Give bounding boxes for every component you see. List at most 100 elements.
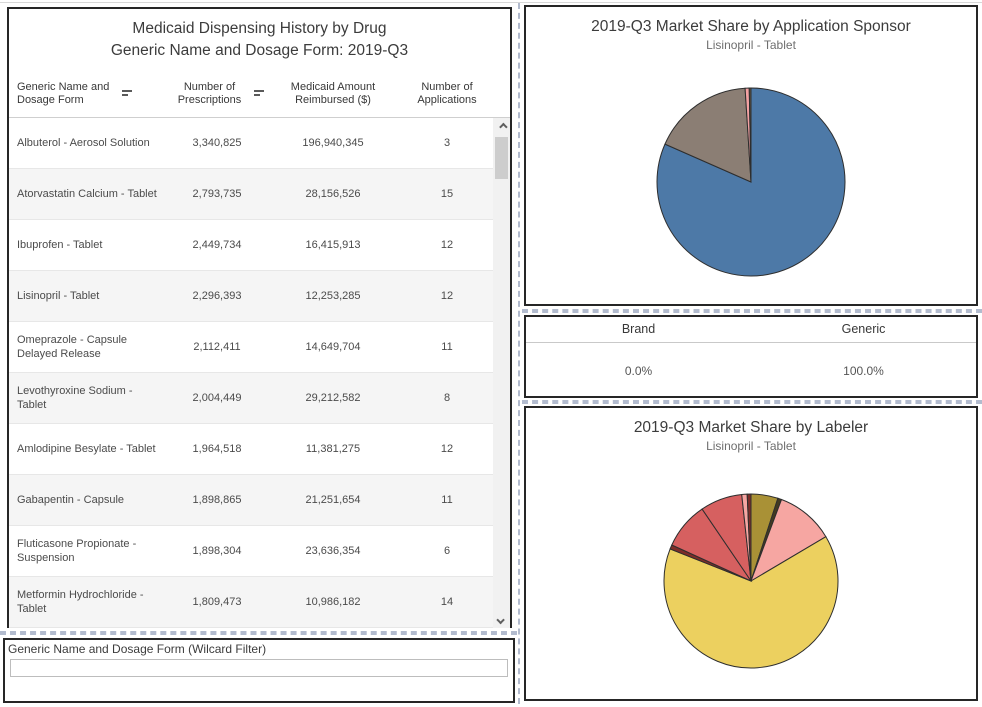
table-title-line1: Medicaid Dispensing History by Drug bbox=[132, 20, 387, 37]
dashboard-top-border bbox=[0, 2, 982, 3]
table-row[interactable]: Amlodipine Besylate - Tablet 1,964,518 11,… bbox=[9, 424, 493, 475]
dispensing-history-panel: Medicaid Dispensing History by Drug Gene… bbox=[7, 7, 512, 628]
table-row[interactable]: Albuterol - Aerosol Solution 3,340,825 196… bbox=[9, 118, 493, 169]
table-cell: 10,986,182 bbox=[305, 596, 361, 608]
sponsor-pie-chart bbox=[656, 87, 846, 277]
table-row[interactable]: Gabapentin - Capsule 1,898,865 21,251,654 1… bbox=[9, 475, 493, 526]
table-cell: 2,449,734 bbox=[192, 239, 242, 251]
pie-slice[interactable] bbox=[656, 87, 846, 277]
scroll-up-button[interactable] bbox=[493, 118, 510, 135]
table-body: Albuterol - Aerosol Solution 3,340,825 196… bbox=[9, 118, 493, 628]
generic-value[interactable]: 100.0% bbox=[843, 364, 884, 378]
table-row[interactable]: Metformin Hydrochloride - Tablet 1,809,47… bbox=[9, 577, 493, 628]
column-header-label: Number of Prescriptions bbox=[177, 80, 242, 106]
chevron-down-icon bbox=[495, 615, 505, 624]
generic-header: Generic bbox=[841, 322, 886, 336]
table-cell: 3 bbox=[443, 137, 451, 149]
table-row[interactable]: Levothyroxine Sodium - Tablet 2,004,449 29… bbox=[9, 373, 493, 424]
table-cell: 11 bbox=[441, 341, 453, 353]
labeler-pie-panel: 2019-Q3 Market Share by Labeler Lisinopr… bbox=[524, 406, 978, 701]
table-cell: 11 bbox=[441, 494, 453, 506]
table-row[interactable]: Fluticasone Propionate - Suspension 1,898… bbox=[9, 526, 493, 577]
vertical-dashed-divider bbox=[518, 3, 520, 704]
table-cell: 1,898,865 bbox=[192, 494, 242, 506]
table-cell: Ibuprofen - Tablet bbox=[17, 239, 103, 251]
labeler-pie-wrap bbox=[526, 481, 976, 681]
table-cell: Lisinopril - Tablet bbox=[17, 290, 100, 302]
column-header-label: Number of Applications bbox=[417, 80, 477, 106]
brand-generic-panel: Brand Generic 0.0% 100.0% bbox=[524, 315, 978, 398]
table-cell: Amlodipine Besylate - Tablet bbox=[17, 443, 156, 455]
brand-header: Brand bbox=[621, 322, 656, 336]
sponsor-pie-panel: 2019-Q3 Market Share by Application Spon… bbox=[524, 5, 978, 306]
table-cell: 16,415,913 bbox=[305, 239, 361, 251]
scroll-down-button[interactable] bbox=[493, 611, 510, 628]
table-cell: 12 bbox=[440, 239, 454, 251]
table-cell: 1,809,473 bbox=[192, 596, 242, 608]
table-cell: 14 bbox=[440, 596, 454, 608]
sponsor-pie-wrap bbox=[526, 82, 976, 282]
table-cell: Fluticasone Propionate - Suspension bbox=[17, 538, 137, 564]
table-header-row: Generic Name and Dosage Form Number of P… bbox=[9, 70, 510, 118]
pie-slice[interactable] bbox=[663, 536, 839, 669]
wildcard-filter-input[interactable] bbox=[10, 659, 508, 677]
table-cell: 2,793,735 bbox=[192, 188, 242, 200]
table-cell: 1,964,518 bbox=[192, 443, 242, 455]
table-cell: 11,381,275 bbox=[305, 443, 361, 455]
horizontal-dashed-divider bbox=[0, 631, 517, 635]
table-cell: 29,212,582 bbox=[305, 392, 361, 404]
sort-descending-icon[interactable] bbox=[253, 89, 264, 98]
table-cell: 21,251,654 bbox=[305, 494, 361, 506]
table-cell: Atorvastatin Calcium - Tablet bbox=[17, 188, 157, 200]
column-header-generic-name[interactable]: Generic Name and Dosage Form bbox=[9, 70, 169, 117]
horizontal-dashed-divider bbox=[522, 309, 982, 313]
table-cell: Albuterol - Aerosol Solution bbox=[17, 137, 150, 149]
sort-descending-icon[interactable] bbox=[122, 89, 132, 98]
pie-slice[interactable] bbox=[748, 87, 752, 183]
table-title-line2: Generic Name and Dosage Form: 2019-Q3 bbox=[110, 42, 409, 59]
column-header-applications[interactable]: Number of Applications bbox=[401, 70, 493, 117]
scrollbar-thumb[interactable] bbox=[495, 137, 508, 179]
wildcard-filter-label: Generic Name and Dosage Form (Wilcard Fi… bbox=[8, 642, 267, 656]
table-cell: 23,636,354 bbox=[305, 545, 361, 557]
table-cell: 6 bbox=[443, 545, 451, 557]
table-title: Medicaid Dispensing History by Drug Gene… bbox=[9, 9, 510, 62]
brand-value[interactable]: 0.0% bbox=[624, 364, 653, 378]
table-cell: 28,156,526 bbox=[305, 188, 361, 200]
table-cell: 196,940,345 bbox=[302, 137, 364, 149]
chevron-up-icon bbox=[498, 122, 508, 131]
table-cell: 2,112,411 bbox=[193, 341, 241, 353]
table-cell: 15 bbox=[440, 188, 454, 200]
table-cell: 12 bbox=[440, 290, 454, 302]
table-row[interactable]: Atorvastatin Calcium - Tablet 2,793,735 28… bbox=[9, 169, 493, 220]
horizontal-dashed-divider bbox=[522, 400, 982, 404]
sponsor-chart-subtitle: Lisinopril - Tablet bbox=[706, 38, 796, 52]
pie-slice[interactable] bbox=[664, 87, 752, 183]
table-body-region: Albuterol - Aerosol Solution 3,340,825 196… bbox=[9, 118, 510, 628]
table-cell: Levothyroxine Sodium - Tablet bbox=[17, 385, 133, 411]
table-cell: 2,004,449 bbox=[192, 392, 242, 404]
labeler-chart-title: 2019-Q3 Market Share by Labeler bbox=[633, 419, 869, 436]
column-header-label: Generic Name and Dosage Form bbox=[17, 80, 110, 106]
table-cell: Omeprazole - Capsule Delayed Release bbox=[17, 334, 128, 360]
labeler-chart-subtitle: Lisinopril - Tablet bbox=[706, 439, 796, 453]
table-cell: 14,649,704 bbox=[305, 341, 361, 353]
column-header-label: Medicaid Amount Reimbursed ($) bbox=[290, 80, 376, 106]
table-cell: Gabapentin - Capsule bbox=[17, 494, 125, 506]
brand-generic-headers: Brand Generic bbox=[526, 317, 976, 343]
table-row[interactable]: Lisinopril - Tablet 2,296,393 12,253,285 12 bbox=[9, 271, 493, 322]
column-header-prescriptions[interactable]: Number of Prescriptions bbox=[169, 70, 265, 117]
column-header-reimbursed[interactable]: Medicaid Amount Reimbursed ($) bbox=[265, 70, 401, 117]
table-cell: 12 bbox=[440, 443, 454, 455]
brand-generic-values: 0.0% 100.0% bbox=[526, 343, 976, 378]
vertical-scrollbar[interactable] bbox=[493, 118, 510, 628]
labeler-pie-chart bbox=[663, 493, 839, 669]
table-cell: Metformin Hydrochloride - Tablet bbox=[17, 589, 144, 615]
table-row[interactable]: Ibuprofen - Tablet 2,449,734 16,415,913 12 bbox=[9, 220, 493, 271]
table-cell: 2,296,393 bbox=[192, 290, 242, 302]
wildcard-filter-panel: Generic Name and Dosage Form (Wilcard Fi… bbox=[3, 638, 515, 703]
table-cell: 1,898,304 bbox=[192, 545, 242, 557]
table-row[interactable]: Omeprazole - Capsule Delayed Release 2,11… bbox=[9, 322, 493, 373]
pie-slice[interactable] bbox=[746, 493, 752, 582]
table-cell: 12,253,285 bbox=[305, 290, 361, 302]
